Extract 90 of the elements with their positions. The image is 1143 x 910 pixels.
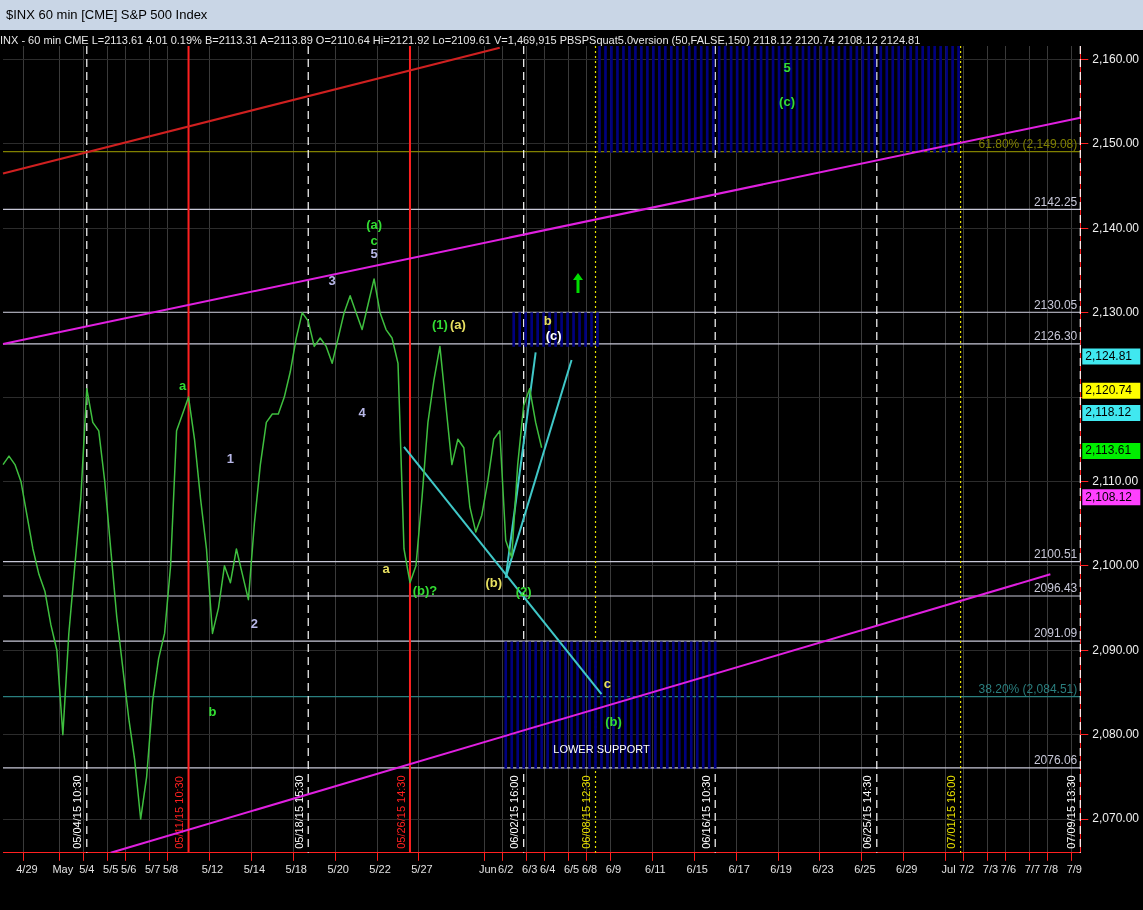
x-tick-label: 6/11 — [645, 863, 666, 876]
ref-line-label: 38.20% (2,084.51) — [978, 681, 1078, 696]
x-tick-label: 6/17 — [728, 863, 750, 876]
annotation: 5 — [783, 59, 791, 75]
text: 2,108.12 — [1085, 489, 1133, 504]
annotation: b — [208, 704, 217, 720]
annotation: 05/11/15 10:30 — [173, 776, 186, 849]
text: 2,120.74 — [1085, 383, 1133, 398]
y-tick-label: 2,090.00 — [1092, 642, 1140, 657]
x-tick-label: 7/7 — [1024, 863, 1041, 876]
annotation: a — [178, 377, 187, 393]
annotation: 1 — [226, 451, 235, 467]
annotation: (a) — [449, 316, 466, 332]
annotation: c — [603, 675, 612, 691]
x-tick-label: 7/3 — [982, 863, 999, 876]
y-tick-label: 2,160.00 — [1092, 51, 1140, 66]
annotation: b — [543, 312, 552, 328]
x-tick-label: May — [52, 863, 74, 876]
x-tick-label: 6/3 — [522, 863, 538, 876]
x-tick-label: 6/29 — [896, 863, 918, 876]
annotation: 07/01/15 16:00 — [945, 775, 958, 849]
annotation: (b)? — [412, 582, 438, 598]
y-tick-label: 2,100.00 — [1092, 558, 1140, 573]
x-tick-label: 5/7 — [144, 863, 161, 876]
x-tick-label: 5/8 — [162, 863, 179, 876]
ref-line-label: 61.80% (2,149.08) — [978, 136, 1078, 151]
x-tick-label: 6/25 — [854, 863, 876, 876]
ref-line-label: 2076.06 — [1033, 753, 1078, 768]
x-tick-label: 7/9 — [1066, 863, 1082, 876]
y-tick-label: 2,110.00 — [1092, 473, 1139, 488]
annotation: (c) — [545, 327, 562, 343]
y-tick-label: 2,130.00 — [1092, 305, 1140, 319]
x-tick-label: 5/6 — [121, 863, 137, 876]
ref-line-label: 2100.51 — [1033, 546, 1078, 561]
chart-subtitle: INX - 60 min CME L=2113.61 4.01 0.19% B=2113.31 A=2113.89 O=2110.64 Hi=2121.92 Lo=2109.61 V=1,469,915 PBSPSquat5.0version (50,FALSE,150) 2118.12 2120.74 2108.12 2124.81 — [0, 34, 921, 46]
annotation: 05/04/15 10:30 — [71, 775, 84, 849]
x-tick-label: 5/22 — [369, 863, 391, 876]
text: 2,124.81 — [1085, 348, 1133, 363]
x-tick-label: 5/4 — [79, 863, 95, 876]
annotation: (1) — [431, 316, 448, 332]
x-tick-label: 6/23 — [812, 863, 834, 876]
annotation: 5 — [370, 246, 378, 262]
annotation: (b) — [485, 575, 503, 591]
annotation: 05/18/15 15:30 — [292, 775, 305, 849]
annotation: 4 — [358, 404, 367, 420]
annotation: LOWER SUPPORT — [553, 742, 650, 755]
ref-line-label: 2142.25 — [1033, 194, 1078, 209]
ref-line-label: 2126.30 — [1033, 329, 1078, 344]
x-tick-label: 6/15 — [686, 863, 708, 876]
y-tick-label: 2,070.00 — [1092, 811, 1140, 826]
y-tick-label: 2,080.00 — [1092, 726, 1140, 741]
x-tick-label: 5/20 — [327, 863, 349, 876]
annotation: c — [370, 233, 378, 249]
annotation: (c) — [779, 94, 795, 110]
text: 2,118.12 — [1085, 405, 1132, 420]
x-tick-label: 5/12 — [201, 863, 224, 876]
ref-line-label: 2130.05 — [1033, 297, 1078, 312]
x-tick-label: 6/5 — [563, 863, 580, 876]
x-tick-label: 5/5 — [103, 863, 119, 876]
annotation: 3 — [328, 273, 336, 289]
x-tick-label: 6/2 — [498, 863, 514, 876]
annotation: 06/08/15 12:30 — [580, 775, 593, 849]
x-tick-label: 5/27 — [411, 863, 433, 876]
x-tick-label: 6/4 — [539, 863, 556, 876]
x-tick-label: 4/29 — [16, 863, 38, 876]
x-tick-label: Jun — [478, 863, 497, 876]
ref-line-label: 2096.43 — [1033, 581, 1078, 596]
annotation: 05/26/15 14:30 — [394, 775, 407, 849]
x-tick-label: 6/8 — [581, 863, 598, 876]
y-tick-label: 2,150.00 — [1092, 136, 1140, 151]
chart-title: $INX 60 min [CME] S&P 500 Index — [0, 0, 1143, 30]
x-tick-label: 6/19 — [770, 863, 792, 876]
x-tick-label: 6/9 — [605, 863, 622, 876]
ref-line-label: 2091.09 — [1033, 626, 1078, 641]
y-tick-label: 2,140.00 — [1092, 220, 1140, 235]
annotation: (a) — [366, 217, 383, 233]
x-tick-label: 7/2 — [958, 863, 975, 876]
text: 2,113.61 — [1085, 443, 1132, 458]
x-tick-label: 7/6 — [1000, 863, 1017, 876]
x-tick-label: 5/18 — [285, 863, 307, 876]
x-tick-label: 5/14 — [243, 863, 266, 876]
annotation: 07/09/15 13:30 — [1064, 775, 1077, 849]
x-tick-label: Jul — [941, 863, 956, 876]
x-tick-label: 7/8 — [1042, 863, 1059, 876]
annotation: 06/25/15 14:30 — [861, 775, 874, 849]
annotation: 2 — [250, 615, 258, 631]
annotation: (b) — [605, 713, 622, 729]
annotation: a — [382, 560, 391, 576]
annotation: 06/02/15 16:00 — [508, 775, 521, 849]
annotation: 06/16/15 10:30 — [699, 775, 712, 849]
